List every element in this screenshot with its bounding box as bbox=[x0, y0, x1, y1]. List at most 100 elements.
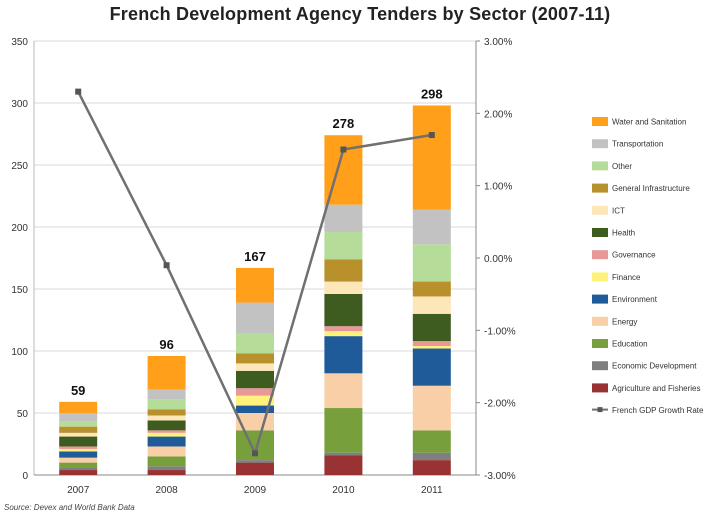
bar-education-2008 bbox=[147, 456, 186, 467]
bar-ict-2010 bbox=[324, 281, 363, 294]
bar-general-infrastructure-2010 bbox=[324, 259, 363, 282]
legend: Water and Sanitation Transportation Other G… bbox=[592, 117, 704, 415]
axes: 0 50 100 150 200 250 300 350 -3.00% -2.00% -1.00% 0… bbox=[11, 37, 515, 496]
y-tick-label: 100 bbox=[11, 347, 28, 358]
legend-label: Water and Sanitation bbox=[612, 118, 686, 127]
legend-line-marker bbox=[597, 407, 603, 413]
bar-transportation-2007 bbox=[59, 413, 98, 422]
bar-environment-2011 bbox=[412, 348, 451, 386]
bar-environment-2010 bbox=[324, 336, 363, 374]
legend-swatch bbox=[592, 294, 608, 304]
bar-economic-development-2011 bbox=[412, 452, 451, 461]
bar-general-infrastructure-2011 bbox=[412, 281, 451, 297]
legend-label: Economic Development bbox=[612, 362, 697, 371]
x-tick-label: 2010 bbox=[332, 485, 355, 496]
total-label: 298 bbox=[421, 86, 443, 101]
total-label: 167 bbox=[244, 249, 266, 264]
y2-tick-label: -3.00% bbox=[484, 471, 516, 482]
total-label: 278 bbox=[333, 116, 355, 131]
bar-other-2009 bbox=[236, 333, 274, 354]
y2-tick-label: 1.00% bbox=[484, 182, 512, 193]
bar-energy-2007 bbox=[59, 457, 98, 463]
stacked-bars bbox=[59, 105, 451, 475]
bar-governance-2011 bbox=[412, 341, 451, 347]
bar-governance-2009 bbox=[236, 388, 274, 396]
legend-label: Education bbox=[612, 340, 648, 349]
bar-education-2011 bbox=[412, 430, 451, 453]
bar-finance-2010 bbox=[324, 331, 363, 337]
total-labels: 59 96 167 278 298 bbox=[71, 86, 443, 397]
bar-energy-2008 bbox=[147, 446, 186, 457]
bar-transportation-2008 bbox=[147, 389, 186, 400]
legend-label: Finance bbox=[612, 273, 641, 282]
y-tick-label: 150 bbox=[11, 285, 28, 296]
bar-agriculture-and-fisheries-2010 bbox=[324, 455, 363, 475]
y2-tick-label: 0.00% bbox=[484, 254, 512, 265]
bar-agriculture-and-fisheries-2011 bbox=[412, 460, 451, 475]
y-tick-label: 250 bbox=[11, 161, 28, 172]
legend-label: Other bbox=[612, 162, 632, 171]
bar-water-and-sanitation-2009 bbox=[236, 267, 274, 303]
legend-label: General Infrastructure bbox=[612, 184, 690, 193]
bar-general-infrastructure-2008 bbox=[147, 409, 186, 416]
bar-water-and-sanitation-2008 bbox=[147, 355, 186, 390]
legend-label: French GDP Growth Rate bbox=[612, 406, 704, 415]
source-note: Source: Devex and World Bank Data bbox=[4, 503, 135, 512]
bar-water-and-sanitation-2007 bbox=[59, 401, 98, 413]
bar-agriculture-and-fisheries-2007 bbox=[59, 470, 98, 475]
bar-health-2011 bbox=[412, 313, 451, 342]
bar-finance-2008 bbox=[147, 432, 186, 437]
gdp-growth-point bbox=[428, 132, 435, 139]
y-tick-label: 300 bbox=[11, 99, 28, 110]
bar-agriculture-and-fisheries-2009 bbox=[236, 462, 274, 475]
bar-education-2007 bbox=[59, 462, 98, 468]
y2-tick-label: -2.00% bbox=[484, 399, 516, 410]
legend-label: Transportation bbox=[612, 140, 663, 149]
legend-label: Agriculture and Fisheries bbox=[612, 384, 700, 393]
legend-swatch bbox=[592, 272, 608, 282]
legend-swatch bbox=[592, 339, 608, 348]
y-tick-label: 50 bbox=[17, 409, 29, 420]
bar-ict-2007 bbox=[59, 432, 98, 437]
y-tick-label: 350 bbox=[11, 37, 28, 48]
gdp-growth-point bbox=[252, 450, 258, 457]
bar-transportation-2011 bbox=[412, 209, 451, 245]
bar-economic-development-2010 bbox=[324, 452, 363, 456]
bar-other-2008 bbox=[147, 399, 186, 410]
y-tick-label: 0 bbox=[22, 471, 28, 482]
x-tick-label: 2009 bbox=[244, 485, 267, 496]
legend-swatch bbox=[592, 383, 608, 393]
y2-tick-label: 3.00% bbox=[484, 37, 512, 48]
x-tick-label: 2008 bbox=[155, 485, 178, 496]
bar-environment-2007 bbox=[59, 451, 98, 458]
bar-ict-2011 bbox=[412, 296, 451, 314]
legend-swatch bbox=[592, 161, 608, 171]
legend-label: ICT bbox=[612, 206, 625, 215]
gdp-growth-point bbox=[340, 146, 347, 153]
bar-general-infrastructure-2007 bbox=[59, 426, 98, 433]
total-label: 59 bbox=[71, 383, 85, 398]
bar-governance-2008 bbox=[147, 430, 186, 433]
bar-energy-2011 bbox=[412, 385, 451, 431]
legend-label: Governance bbox=[612, 251, 656, 260]
legend-label: Environment bbox=[612, 295, 658, 304]
bar-health-2007 bbox=[59, 436, 98, 447]
bar-governance-2007 bbox=[59, 446, 98, 449]
bar-transportation-2009 bbox=[236, 302, 274, 334]
bar-finance-2009 bbox=[236, 395, 274, 406]
bar-governance-2010 bbox=[324, 326, 363, 332]
bar-water-and-sanitation-2011 bbox=[412, 105, 451, 210]
legend-swatch bbox=[592, 117, 608, 126]
bar-environment-2008 bbox=[147, 436, 186, 447]
bar-general-infrastructure-2009 bbox=[236, 353, 274, 364]
legend-swatch bbox=[592, 361, 608, 371]
total-label: 96 bbox=[159, 337, 173, 352]
chart-title: French Development Agency Tenders by Sec… bbox=[109, 4, 611, 24]
y-tick-label: 200 bbox=[11, 223, 28, 234]
legend-swatch bbox=[592, 183, 608, 193]
bar-other-2007 bbox=[59, 421, 98, 427]
bar-economic-development-2009 bbox=[236, 460, 274, 463]
bar-transportation-2010 bbox=[324, 204, 363, 232]
bar-ict-2009 bbox=[236, 363, 274, 371]
